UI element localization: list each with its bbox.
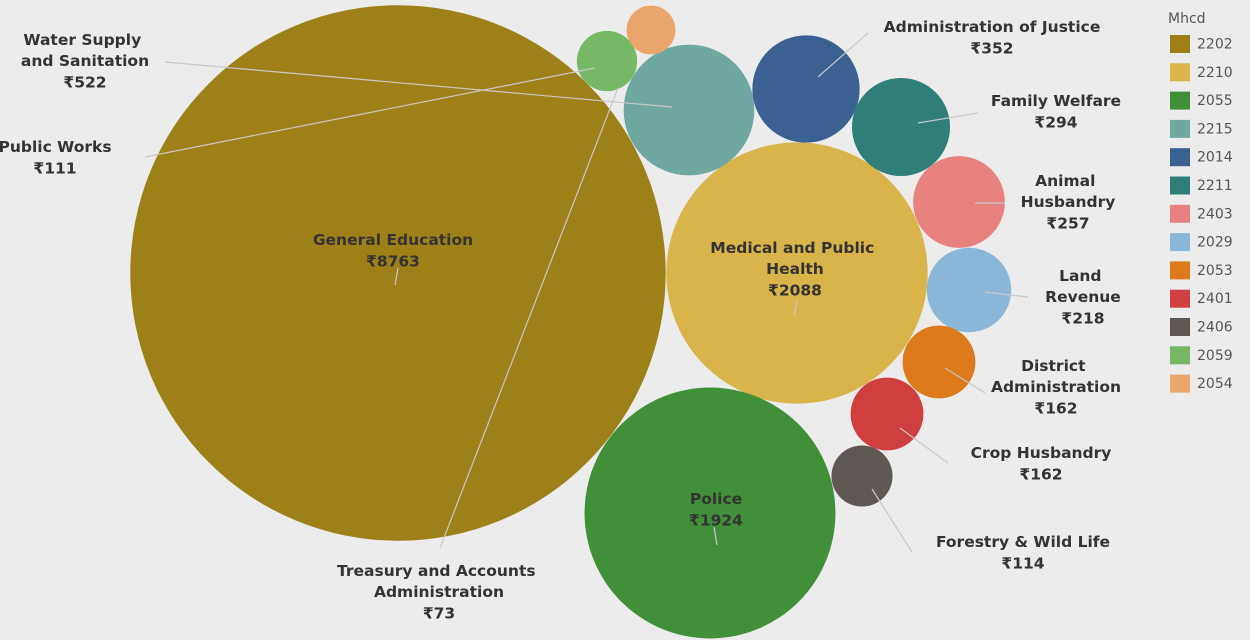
bubble (584, 387, 836, 639)
bubble-label: Forestry & Wild Life (936, 533, 1110, 551)
legend-label: 2406 (1197, 320, 1233, 336)
bubble (913, 156, 1005, 248)
bubble-label: Animal Husbandry (1021, 172, 1116, 211)
legend-label: 2401 (1197, 291, 1233, 307)
legend-swatch (1170, 176, 1190, 195)
bubble-label: District Administration (991, 357, 1121, 396)
legend-label: 2014 (1197, 150, 1233, 166)
legend-title: Mhcd (1168, 11, 1206, 27)
value-label: ₹111 (33, 160, 76, 178)
legend-label: 2215 (1197, 121, 1233, 137)
legend-label: 2403 (1197, 206, 1233, 222)
value-label: ₹218 (1061, 310, 1104, 328)
leader-line (984, 291, 1029, 298)
bubble (626, 5, 676, 55)
legend-label: 2053 (1197, 263, 1233, 279)
bubble (831, 445, 893, 507)
bubble (850, 377, 924, 451)
leader-line (439, 87, 619, 549)
leader-line (917, 112, 979, 124)
legend-swatch (1170, 35, 1190, 53)
value-label: ₹2088 (768, 282, 822, 300)
legend-swatch (1170, 346, 1190, 365)
bubble-label: Public Works (0, 138, 112, 156)
bubble-label: Police (690, 490, 742, 508)
bubble (130, 5, 666, 541)
value-label: ₹1924 (689, 512, 743, 530)
legend-swatch (1170, 148, 1190, 167)
value-label: ₹352 (970, 40, 1013, 58)
legend-swatch (1170, 374, 1190, 393)
value-label: ₹522 (63, 74, 106, 92)
bubble-label: Water Supply and Sanitation (21, 31, 149, 70)
leader-line (394, 267, 399, 286)
legend-swatch (1170, 289, 1190, 308)
leader-line (164, 61, 673, 108)
bubble-label: Medical and Public Health (710, 239, 879, 278)
leader-line (944, 367, 986, 394)
leader-line (871, 488, 913, 553)
legend-label: 2055 (1197, 93, 1233, 109)
value-label: ₹73 (423, 605, 455, 623)
legend-swatch (1170, 119, 1190, 138)
value-label: ₹257 (1046, 215, 1089, 233)
value-label: ₹162 (1034, 400, 1077, 418)
legend-swatch (1170, 318, 1190, 336)
bubble (623, 44, 755, 176)
leader-line (899, 427, 949, 464)
bubble (666, 142, 928, 404)
legend-label: 2029 (1197, 235, 1233, 251)
legend-label: 2054 (1197, 376, 1233, 392)
legend-label: 2202 (1197, 37, 1233, 53)
bubble (752, 35, 860, 143)
legend-swatch (1170, 261, 1190, 280)
leader-line (817, 32, 869, 78)
bubble (902, 325, 976, 399)
bubble-label: Treasury and Accounts Administration (337, 562, 541, 601)
bubble-label: General Education (313, 231, 473, 249)
bubble-label: Administration of Justice (884, 18, 1101, 36)
legend-swatch (1170, 63, 1190, 82)
leader-line (793, 299, 798, 317)
leader-line (713, 526, 718, 546)
bubble (576, 30, 638, 92)
legend-swatch (1170, 233, 1190, 252)
value-label: ₹294 (1034, 114, 1077, 132)
legend-label: 2211 (1197, 178, 1233, 194)
value-label: ₹8763 (366, 253, 420, 271)
bubble-label: Crop Husbandry (971, 444, 1112, 462)
leader-line (144, 67, 596, 158)
value-label: ₹114 (1001, 555, 1044, 573)
legend-label: 2210 (1197, 65, 1233, 81)
value-label: ₹162 (1019, 466, 1062, 484)
bubble (851, 77, 951, 177)
legend-swatch (1170, 91, 1190, 110)
bubble-label: Family Welfare (991, 92, 1121, 110)
legend-swatch (1170, 204, 1190, 223)
legend-label: 2059 (1197, 348, 1233, 364)
bubble (926, 247, 1012, 333)
bubble-label: Land Revenue (1045, 267, 1121, 306)
